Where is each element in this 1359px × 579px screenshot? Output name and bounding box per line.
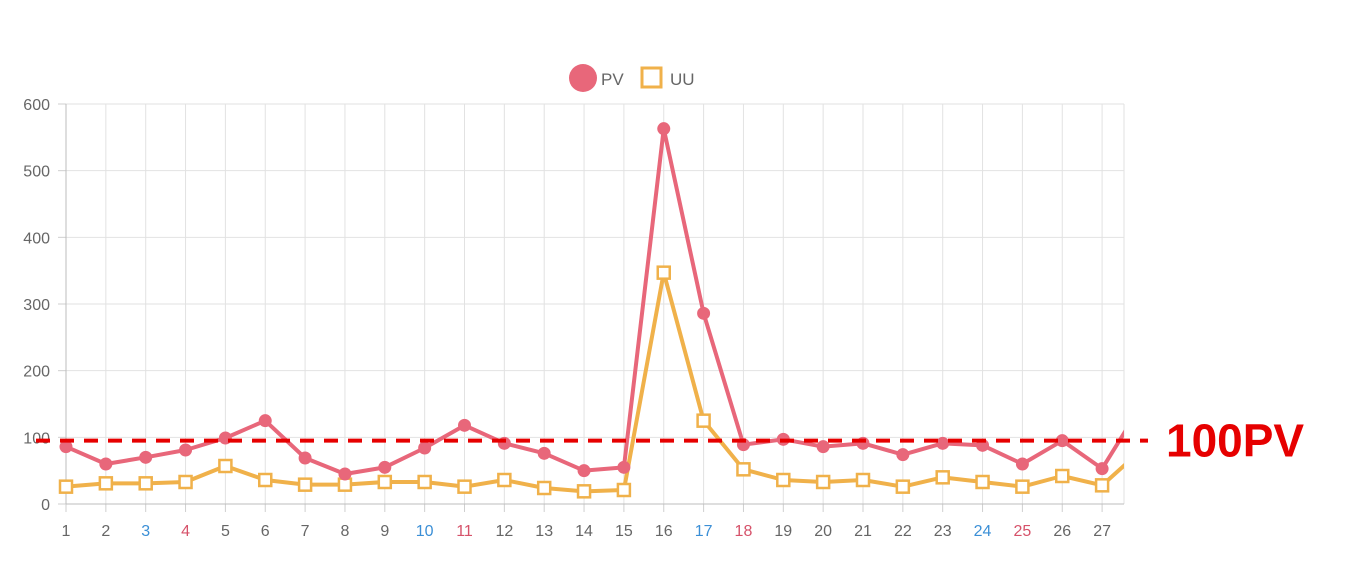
x-tick-label: 21 [854,523,872,540]
y-tick-label: 300 [23,297,50,314]
data-point-pv [657,122,671,136]
x-tick-label: 16 [655,523,673,540]
data-point-uu [536,480,552,496]
reference-line-label: 100PV [1166,415,1304,467]
x-tick-label: 9 [380,523,389,540]
data-point-pv [139,450,153,464]
data-point-pv [896,448,910,462]
data-point-pv [418,441,432,455]
reference-line-group: 100PV [36,415,1304,467]
data-point-pv [537,446,551,460]
x-tick-label: 26 [1053,523,1071,540]
data-point-pv [338,467,352,481]
data-point-uu [855,472,871,488]
y-tick-label: 0 [41,497,50,514]
series-line-pv [65,126,1124,476]
x-tick-label: 5 [221,523,230,540]
axes [58,103,1124,512]
data-point-pv [1095,462,1109,476]
x-tick-label: 1 [62,523,71,540]
x-axis-tick-labels: 1 2 3 4 5 6 7 8 9 10 11 12 13 14 15 16 17 18 19 20 21 22 23 24 2… [62,523,1112,540]
x-tick-label: 8 [340,523,349,540]
x-tick-label: 24 [974,523,992,540]
data-point-pv [1055,434,1069,448]
x-tick-label: 3 [141,523,150,540]
legend-label-pv[interactable]: PV [601,70,624,89]
series-uu [58,265,1124,499]
x-tick-label: 2 [101,523,110,540]
legend: PV UU [569,64,695,92]
data-point-uu [218,458,233,474]
data-point-uu [178,474,193,490]
data-point-uu [696,413,711,428]
legend-swatch-pv[interactable] [569,64,597,92]
data-point-uu [1094,478,1110,493]
data-point-pv [99,457,113,471]
data-point-pv [258,414,272,428]
legend-swatch-uu[interactable] [640,66,663,89]
data-point-pv [378,460,392,474]
data-point-uu [258,472,273,488]
y-tick-label: 200 [23,364,50,381]
grid-lines [65,103,1125,505]
data-point-uu [975,474,990,490]
x-tick-label: 25 [1014,523,1032,540]
data-point-uu [576,484,592,499]
data-point-pv [816,440,830,454]
data-point-uu [616,482,632,498]
y-tick-label: 600 [23,97,50,114]
data-point-uu [656,265,671,280]
data-point-uu [497,472,512,488]
data-point-uu [895,479,911,494]
data-point-pv [1015,457,1029,471]
data-point-pv [936,436,950,450]
data-point-uu [736,462,751,477]
data-point-uu [776,472,791,488]
legend-label-uu[interactable]: UU [670,70,695,89]
data-point-pv [697,306,711,320]
data-point-uu [138,476,153,491]
x-tick-label: 6 [261,523,270,540]
data-point-uu [457,479,472,494]
y-tick-label: 500 [23,164,50,181]
data-point-pv [298,451,312,465]
x-tick-label: 20 [814,523,832,540]
data-point-uu [58,479,74,494]
series-line-uu [65,270,1124,494]
data-point-pv [458,418,471,432]
x-tick-label: 14 [575,523,593,540]
data-point-uu [815,474,831,490]
data-point-uu [297,477,313,492]
x-tick-label: 23 [934,523,952,540]
x-tick-label: 19 [774,523,792,540]
data-point-uu [98,476,114,491]
data-point-pv [577,464,591,478]
x-tick-label: 15 [615,523,633,540]
x-tick-label: 4 [181,523,190,540]
x-tick-label: 17 [695,523,713,540]
data-point-uu [1055,468,1070,484]
y-axis-tick-labels: 0100200300400500600 [23,97,50,514]
x-tick-label: 7 [301,523,310,540]
x-tick-label: 27 [1093,523,1111,540]
x-tick-label: 18 [735,523,753,540]
x-tick-label: 13 [535,523,553,540]
data-series [58,122,1124,499]
data-point-uu [935,470,950,485]
x-tick-label: 11 [456,523,473,540]
data-point-uu [1015,479,1030,494]
data-point-pv [617,460,631,474]
series-pv [59,122,1124,481]
x-tick-label: 12 [495,523,513,540]
data-point-uu [417,474,432,490]
y-tick-label: 400 [23,230,50,247]
data-point-uu [377,474,393,490]
x-tick-label: 10 [416,523,434,540]
x-tick-label: 22 [894,523,912,540]
data-point-pv [179,443,193,457]
